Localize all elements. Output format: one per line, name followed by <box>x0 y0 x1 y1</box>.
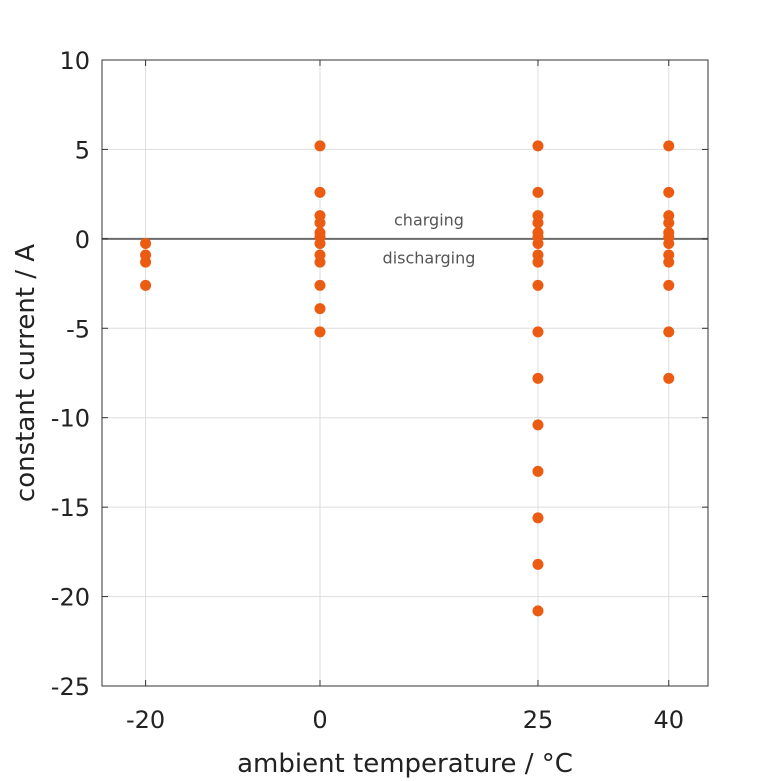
x-tick-label: -20 <box>126 706 165 734</box>
data-point <box>140 256 152 268</box>
data-point <box>532 217 544 229</box>
y-tick-label: -15 <box>51 494 90 522</box>
data-point <box>532 419 544 431</box>
data-point <box>140 238 152 250</box>
data-point <box>532 512 544 524</box>
data-point <box>663 372 675 384</box>
tick-labels: -20 0 25 40 10 5 0 -5 -10 -15 -20 -25 <box>51 47 684 734</box>
x-axis-title: ambient temperature / °C <box>237 749 573 779</box>
data-point <box>532 465 544 477</box>
data-point <box>663 140 675 152</box>
data-point <box>532 186 544 198</box>
data-point <box>663 217 675 229</box>
data-point <box>663 279 675 291</box>
data-point <box>532 238 544 250</box>
data-point <box>532 140 544 152</box>
y-tick-label: -25 <box>51 673 90 701</box>
x-tick-label: 0 <box>312 706 327 734</box>
data-point <box>314 186 326 198</box>
data-point <box>663 256 675 268</box>
data-point <box>314 256 326 268</box>
data-point <box>532 279 544 291</box>
data-point <box>314 279 326 291</box>
data-point <box>314 217 326 229</box>
data-point <box>314 140 326 152</box>
annotation-charging: charging <box>394 210 464 229</box>
y-tick-label: -10 <box>51 405 90 433</box>
data-point <box>314 303 326 315</box>
data-point <box>532 256 544 268</box>
y-axis-title: constant current / A <box>11 244 41 502</box>
x-tick-label: 40 <box>653 706 684 734</box>
data-point <box>663 238 675 250</box>
y-tick-label: -20 <box>51 584 90 612</box>
data-point <box>663 326 675 338</box>
data-point <box>140 279 152 291</box>
data-point <box>314 238 326 250</box>
grid <box>102 59 708 687</box>
axis-ticks <box>102 59 708 687</box>
annotation-discharging: discharging <box>383 248 476 267</box>
y-tick-label: 10 <box>59 47 90 75</box>
data-point <box>532 372 544 384</box>
y-tick-label: -5 <box>66 315 90 343</box>
data-point <box>663 186 675 198</box>
data-point <box>532 605 544 617</box>
plot-frame <box>101 59 709 687</box>
data-points <box>140 140 675 617</box>
y-tick-label: 5 <box>75 136 90 164</box>
data-point <box>314 326 326 338</box>
x-tick-label: 25 <box>523 706 554 734</box>
data-point <box>532 326 544 338</box>
data-point <box>532 558 544 570</box>
y-tick-label: 0 <box>75 226 90 254</box>
